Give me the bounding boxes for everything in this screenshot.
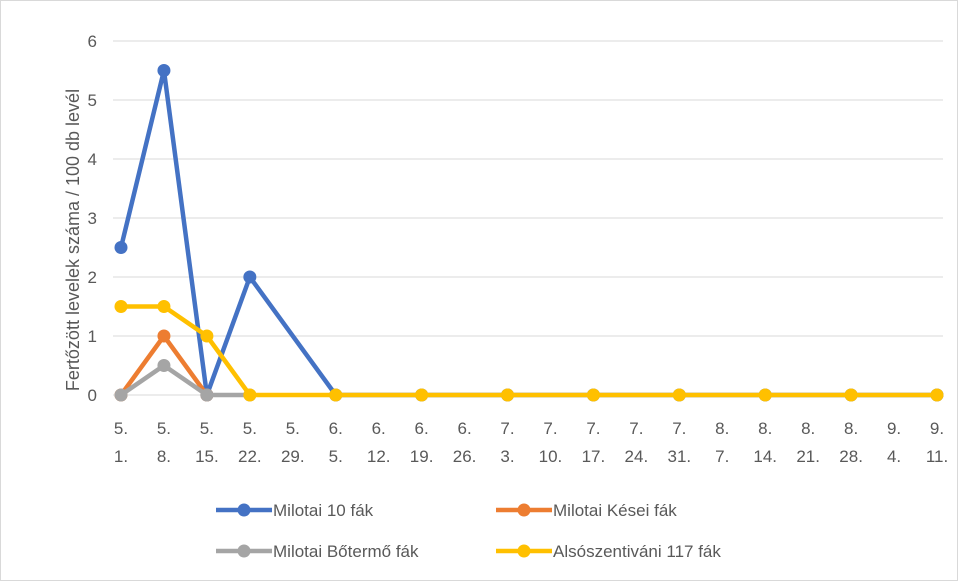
legend-item: Milotai Bőtermő fák [216,542,419,561]
y-tick-label: 1 [88,327,97,346]
legend-marker [517,544,531,558]
x-tick-label: 8. [801,419,815,438]
y-tick-label: 6 [88,32,97,51]
series-line [119,363,250,398]
x-tick-label: 10. [539,447,563,466]
y-tick-label: 4 [88,150,97,169]
x-tick-label: 7. [672,419,686,438]
x-tick-label: 15. [195,447,219,466]
x-tick-label: 12. [367,447,391,466]
x-tick-label: 11. [926,447,948,466]
x-tick-label: 7. [543,419,557,438]
x-tick-label: 14. [753,447,777,466]
x-tick-label: 9. [887,419,901,438]
data-point [415,388,429,402]
x-tick-label: 6. [372,419,386,438]
data-point [157,329,171,343]
data-point [114,388,128,402]
y-axis-ticks: 0 1 2 3 4 5 6 [88,32,97,405]
y-tick-label: 2 [88,268,97,287]
x-tick-label: 6. [329,419,343,438]
x-tick-label: 19. [410,447,434,466]
x-tick-label: 5. [114,419,128,438]
y-tick-label: 5 [88,91,97,110]
data-point [758,388,772,402]
x-tick-label: 4. [887,447,901,466]
x-tick-label: 7. [586,419,600,438]
x-tick-label: 8. [715,419,729,438]
data-point [586,388,600,402]
legend-item: Milotai Kései fák [496,501,677,520]
data-point [157,300,171,313]
x-tick-label: 6. [457,419,471,438]
x-tick-label: 8. [157,447,171,466]
data-point [157,359,171,372]
x-tick-label: 7. [629,419,643,438]
x-tick-label: 24. [625,447,649,466]
data-point [114,241,128,254]
x-tick-label: 9. [930,419,944,438]
x-tick-label: 6. [415,419,429,438]
y-tick-label: 3 [88,209,97,228]
data-point [200,388,214,402]
data-point [329,388,343,402]
x-axis-ticks: 5. 1. 5. 8. 5. 15. 5. 22. 5. 29. 6. 5. 6. 12. 6. 19. 6. 2… [114,419,948,466]
legend-item: Milotai 10 fák [216,501,374,520]
x-tick-label: 29. [281,447,305,466]
x-tick-label: 8. [844,419,858,438]
y-axis-title: Fertőzött levelek száma / 100 db levél [63,89,83,391]
gridlines [113,40,943,396]
x-tick-label: 5. [329,447,343,466]
x-tick-label: 28. [839,447,863,466]
x-tick-label: 31. [667,447,691,466]
x-tick-label: 5. [243,419,257,438]
data-point [200,329,214,343]
legend-label: Milotai Kései fák [553,501,677,520]
legend-label: Milotai Bőtermő fák [273,542,419,561]
data-point [930,388,944,402]
legend-item: Alsószentiváni 117 fák [496,542,721,561]
x-tick-label: 21. [796,447,820,466]
series-1 [114,64,944,402]
x-tick-label: 5. [200,419,214,438]
data-point [114,300,128,313]
x-tick-label: 7. [500,419,514,438]
data-point [243,388,257,402]
x-tick-label: 26. [453,447,477,466]
x-tick-label: 8. [758,419,772,438]
series-line [121,304,937,398]
legend: Milotai 10 fák Milotai Kései fák Milotai B… [216,501,721,561]
legend-label: Milotai 10 fák [273,501,374,520]
series-4 [114,300,944,402]
x-tick-label: 17. [582,447,606,466]
x-tick-label: 5. [286,419,300,438]
series-line [118,68,937,398]
legend-marker [517,503,531,517]
legend-label: Alsószentiváni 117 fák [553,542,721,561]
x-tick-label: 22. [238,447,262,466]
x-tick-label: 7. [715,447,729,466]
data-point [243,270,257,284]
data-point [844,388,858,402]
legend-marker [237,544,251,558]
x-tick-label: 1. [114,447,128,466]
data-point [672,388,686,402]
x-tick-label: 3. [500,447,514,466]
data-point [501,388,515,402]
data-point [157,64,171,77]
x-tick-label: 5. [157,419,171,438]
legend-marker [237,503,251,517]
y-tick-label: 0 [88,386,97,405]
series [114,64,944,402]
